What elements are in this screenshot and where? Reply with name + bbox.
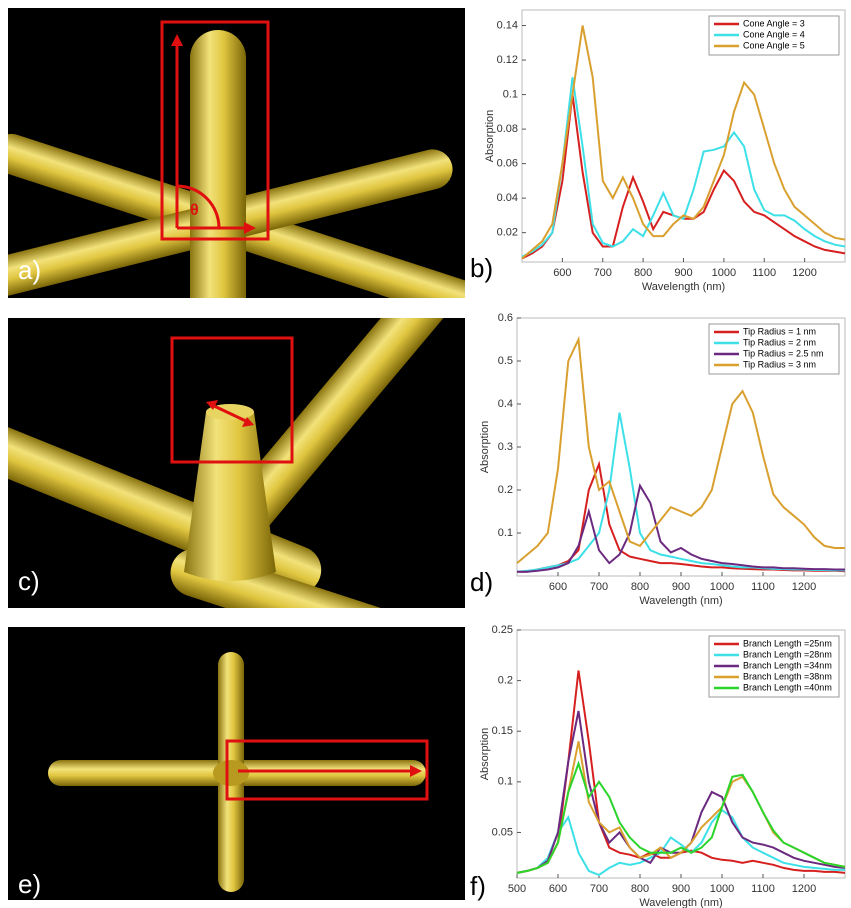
panel-label: f): [470, 871, 486, 901]
x-tick-label: 1200: [792, 883, 816, 895]
y-axis-label: Absorption: [484, 110, 496, 163]
image-e: [8, 627, 465, 900]
panel-label: d): [470, 567, 493, 597]
x-axis-label: Wavelength (nm): [639, 595, 722, 607]
legend-label: Branch Length =25nm: [743, 638, 832, 648]
panel-label: c): [18, 566, 40, 596]
y-tick-label: 0.15: [492, 725, 513, 737]
y-tick-label: 0.05: [492, 826, 513, 838]
y-tick-label: 0.06: [497, 158, 518, 170]
x-tick-label: 900: [672, 883, 690, 895]
angle-label: θ: [190, 202, 199, 219]
legend-label: Tip Radius = 2.5 nm: [743, 348, 823, 358]
x-tick-label: 1200: [792, 267, 816, 279]
x-tick-label: 800: [631, 883, 649, 895]
panel-label: a): [18, 255, 41, 285]
legend-label: Cone Angle = 3: [743, 18, 805, 28]
x-tick-label: 900: [672, 581, 690, 593]
x-tick-label: 800: [631, 581, 649, 593]
x-tick-label: 1100: [752, 267, 776, 279]
legend-label: Tip Radius = 2 nm: [743, 337, 816, 347]
legend-label: Tip Radius = 3 nm: [743, 359, 816, 369]
x-tick-label: 600: [549, 883, 567, 895]
y-tick-label: 0.1: [498, 776, 513, 788]
panel-label: b): [470, 253, 493, 283]
x-tick-label: 1100: [751, 883, 775, 895]
legend-label: Branch Length =38nm: [743, 671, 832, 681]
y-tick-label: 0.14: [497, 19, 518, 31]
x-tick-label: 700: [590, 883, 608, 895]
y-tick-label: 0.2: [498, 484, 513, 496]
panel-label: e): [18, 869, 41, 899]
y-tick-label: 0.6: [498, 312, 513, 324]
x-tick-label: 1100: [751, 581, 775, 593]
image-c: [0, 266, 465, 681]
legend-label: Tip Radius = 1 nm: [743, 326, 816, 336]
legend-label: Cone Angle = 5: [743, 40, 805, 50]
x-tick-label: 600: [549, 581, 567, 593]
y-tick-label: 0.1: [503, 88, 518, 100]
x-axis-label: Wavelength (nm): [642, 281, 725, 293]
legend-label: Branch Length =28nm: [743, 649, 832, 659]
x-tick-label: 600: [553, 267, 571, 279]
y-axis-label: Absorption: [479, 421, 491, 474]
y-tick-label: 0.5: [498, 355, 513, 367]
x-tick-label: 500: [508, 883, 526, 895]
x-tick-label: 900: [674, 267, 692, 279]
x-tick-label: 1200: [792, 581, 816, 593]
x-tick-label: 1000: [712, 267, 736, 279]
y-tick-label: 0.12: [497, 54, 518, 66]
y-axis-label: Absorption: [479, 728, 491, 781]
y-tick-label: 0.2: [498, 675, 513, 687]
y-tick-label: 0.3: [498, 441, 513, 453]
figure: θ a) c) e) b) d) f) 600 700 800 900 1000 1100…: [0, 0, 851, 908]
x-tick-label: 700: [594, 267, 612, 279]
x-tick-label: 700: [590, 581, 608, 593]
x-tick-label: 800: [634, 267, 652, 279]
legend-label: Branch Length =34nm: [743, 660, 832, 670]
y-tick-label: 0.04: [497, 192, 518, 204]
y-tick-label: 0.02: [497, 227, 518, 239]
legend-label: Branch Length =40nm: [743, 682, 832, 692]
x-tick-label: 1000: [710, 581, 734, 593]
y-tick-label: 0.08: [497, 123, 518, 135]
legend-label: Cone Angle = 4: [743, 29, 805, 39]
y-tick-label: 0.25: [492, 624, 513, 636]
x-axis-label: Wavelength (nm): [639, 897, 722, 908]
y-tick-label: 0.1: [498, 527, 513, 539]
y-tick-label: 0.4: [498, 398, 513, 410]
x-tick-label: 1000: [710, 883, 734, 895]
image-a: θ: [0, 8, 493, 330]
